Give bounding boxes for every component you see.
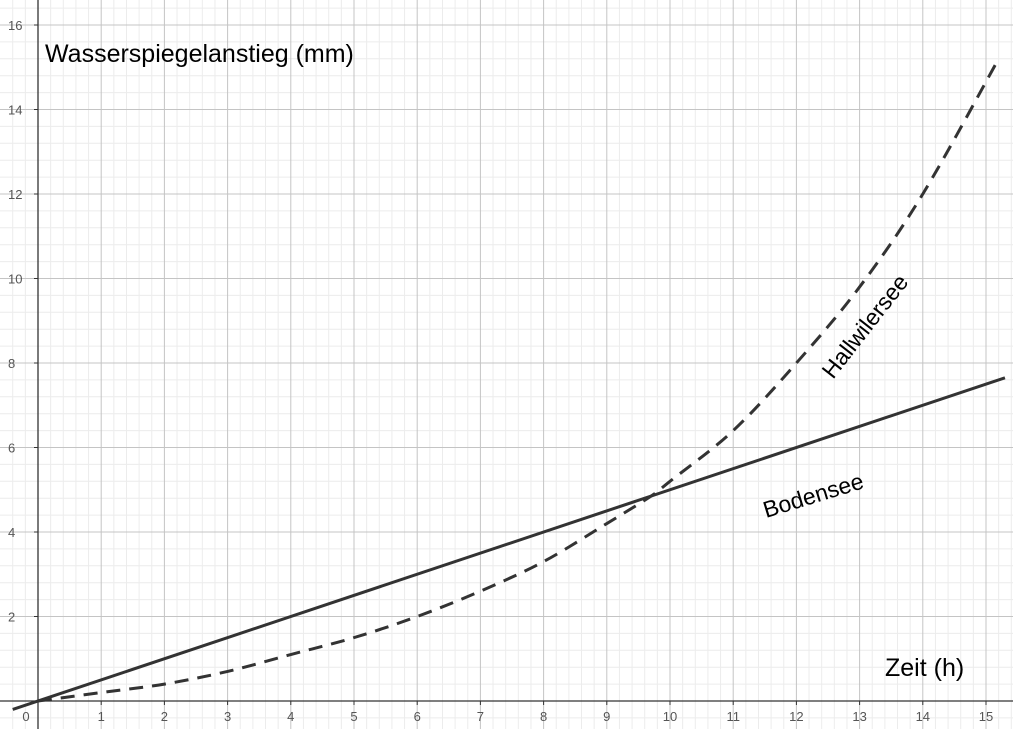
y-tick-label: 4 [8,525,15,540]
x-tick-label: 5 [350,709,357,724]
series-label-hallwilersee: Hallwilersee [816,269,913,383]
x-tick-label: 13 [852,709,866,724]
x-tick-label: 1 [98,709,105,724]
series-label-bodensee: Bodensee [760,468,867,523]
x-tick-label: 6 [414,709,421,724]
x-tick-label: 0 [22,709,29,724]
y-axis-title: Wasserspiegelanstieg (mm) [45,40,354,68]
y-tick-label: 16 [8,18,22,33]
x-tick-label: 2 [161,709,168,724]
series-line-hallwilersee [37,58,1000,703]
series-line-bodensee [12,376,1006,711]
y-tick-label: 8 [8,356,15,371]
x-tick-label: 4 [287,709,294,724]
y-tick-label: 10 [8,272,22,287]
x-tick-label: 7 [477,709,484,724]
x-axis-title: Zeit (h) [885,654,964,682]
x-tick-label: 11 [726,709,740,724]
x-tick-label: 14 [916,709,930,724]
y-tick-label: 14 [8,103,22,118]
y-tick-label: 12 [8,187,22,202]
x-tick-label: 9 [603,709,610,724]
x-tick-label: 3 [224,709,231,724]
y-tick-label: 2 [8,610,15,625]
x-tick-label: 12 [789,709,803,724]
y-tick-label: 6 [8,441,15,456]
x-tick-label: 10 [663,709,677,724]
x-tick-label: 15 [979,709,993,724]
x-tick-label: 8 [540,709,547,724]
series-group [12,58,1006,711]
